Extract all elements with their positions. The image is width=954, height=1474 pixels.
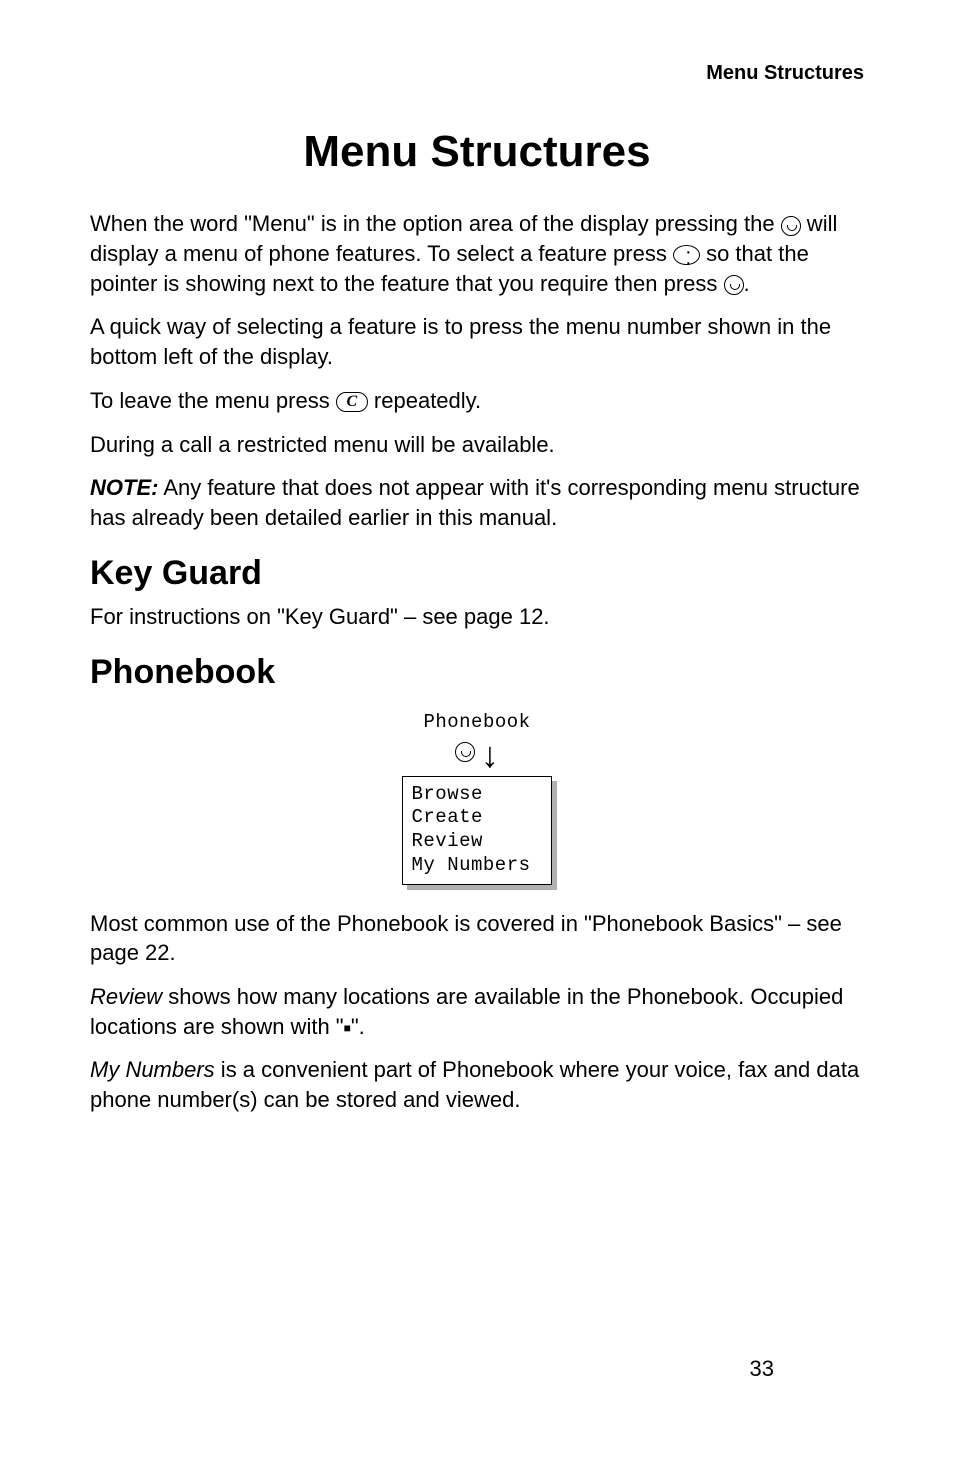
phonebook-heading: Phonebook: [90, 650, 864, 696]
down-arrow-icon: ↓: [481, 742, 499, 768]
pb3-term: My Numbers: [90, 1057, 215, 1082]
diagram-title: Phonebook: [90, 710, 864, 736]
diagram-icon-arrow-row: ↓: [90, 742, 864, 768]
square-icon: ■: [344, 1021, 351, 1035]
phonebook-paragraph-3: My Numbers is a convenient part of Phone…: [90, 1055, 864, 1114]
pb2-text: shows how many locations are available i…: [90, 984, 843, 1039]
phonebook-paragraph-2: Review shows how many locations are avai…: [90, 982, 864, 1041]
select-button-icon: [455, 742, 475, 762]
intro-text-1a: When the word "Menu" is in the option ar…: [90, 211, 781, 236]
key-guard-paragraph: For instructions on "Key Guard" – see pa…: [90, 602, 864, 632]
menu-item: Review: [411, 830, 530, 854]
c-key-icon: C: [336, 392, 368, 412]
running-header: Menu Structures: [90, 60, 864, 87]
header-title: Menu Structures: [706, 62, 864, 84]
phonebook-diagram: Phonebook ↓ Browse Create Review My Numb…: [90, 710, 864, 885]
intro-paragraph-1: When the word "Menu" is in the option ar…: [90, 209, 864, 298]
select-button-icon: [781, 216, 801, 236]
menu-item: Create: [411, 806, 530, 830]
menu-box: Browse Create Review My Numbers: [402, 776, 551, 885]
intro-text-3a: To leave the menu press: [90, 388, 336, 413]
page-number: 33: [750, 1354, 774, 1384]
key-guard-heading: Key Guard: [90, 551, 864, 597]
pb2-term: Review: [90, 984, 162, 1009]
phonebook-paragraph-1: Most common use of the Phonebook is cove…: [90, 909, 864, 968]
intro-paragraph-4: During a call a restricted menu will be …: [90, 430, 864, 460]
note-paragraph: NOTE: Any feature that does not appear w…: [90, 473, 864, 532]
intro-paragraph-3: To leave the menu press C repeatedly.: [90, 386, 864, 416]
select-button-icon: [724, 275, 744, 295]
pb2-end: ".: [351, 1014, 365, 1039]
note-label: NOTE:: [90, 475, 158, 500]
nav-key-icon: [673, 245, 700, 265]
intro-text-3b: repeatedly.: [368, 388, 481, 413]
menu-item: Browse: [411, 783, 530, 807]
intro-paragraph-2: A quick way of selecting a feature is to…: [90, 312, 864, 371]
menu-item: My Numbers: [411, 854, 530, 878]
page-title: Menu Structures: [90, 122, 864, 181]
note-text: Any feature that does not appear with it…: [90, 475, 860, 530]
menu-box-wrapper: Browse Create Review My Numbers: [402, 776, 551, 885]
intro-text-1d: .: [744, 271, 750, 296]
